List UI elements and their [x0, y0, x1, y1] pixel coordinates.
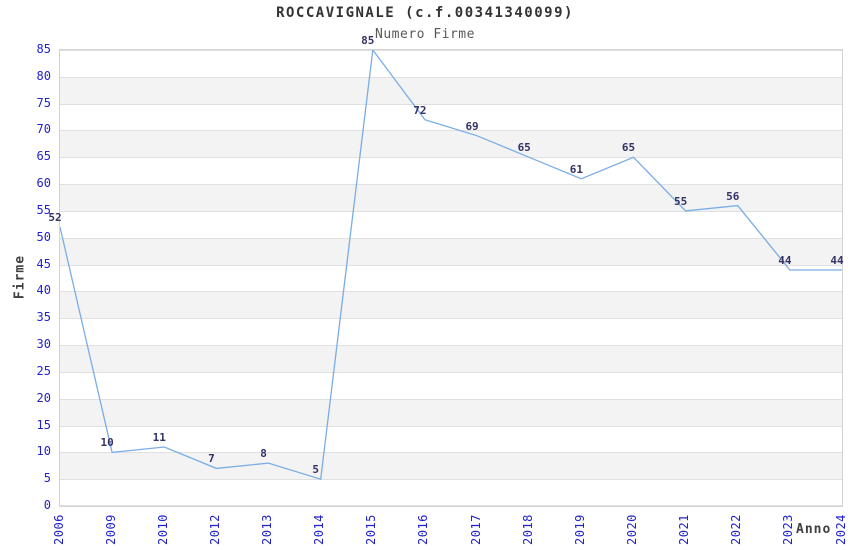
- shaded-band: [60, 452, 842, 480]
- shaded-band: [60, 345, 842, 372]
- y-tick-label: 5: [43, 471, 51, 486]
- x-tick-label: 2013: [260, 514, 275, 545]
- grid-line: [60, 291, 842, 292]
- y-tick-label: 55: [36, 202, 51, 217]
- x-tick-label: 2020: [624, 514, 639, 545]
- y-tick-label: 25: [36, 363, 51, 378]
- x-tick-label: 2017: [468, 514, 483, 545]
- y-tick-label: 35: [36, 310, 51, 325]
- data-point-label: 10: [100, 436, 114, 450]
- x-tick-label: 2006: [51, 514, 66, 545]
- y-tick-label: 15: [36, 417, 51, 432]
- data-line-svg: [60, 50, 842, 481]
- data-point-label: 72: [413, 103, 427, 117]
- data-point-label: 8: [260, 447, 267, 461]
- y-tick-label: 70: [36, 122, 51, 137]
- x-tick-label: 2023: [781, 514, 796, 545]
- grid-line: [60, 426, 842, 427]
- y-tick-label: 45: [36, 256, 51, 271]
- y-tick-label: 30: [36, 337, 51, 352]
- plot-area: [59, 49, 843, 507]
- x-tick-label: 2016: [416, 514, 431, 545]
- y-tick-label: 40: [36, 283, 51, 298]
- y-tick-label: 20: [36, 390, 51, 405]
- data-point-label: 65: [517, 141, 531, 155]
- data-point-label: 44: [830, 253, 844, 267]
- grid-line: [60, 104, 842, 105]
- grid-line: [60, 50, 842, 51]
- grid-line: [60, 184, 842, 185]
- data-point-label: 56: [726, 189, 740, 203]
- grid-line: [60, 505, 842, 506]
- shaded-band: [60, 398, 842, 426]
- grid-line: [60, 265, 842, 266]
- chart-title: ROCCAVIGNALE (c.f.00341340099): [276, 5, 574, 21]
- grid-line: [60, 479, 842, 480]
- y-tick-label: 80: [36, 68, 51, 83]
- grid-line: [60, 238, 842, 239]
- grid-line: [60, 77, 842, 78]
- grid-line: [60, 372, 842, 373]
- grid-line: [60, 345, 842, 346]
- y-tick-label: 60: [36, 176, 51, 191]
- x-tick-label: 2018: [520, 514, 535, 545]
- x-tick-label: 2009: [103, 514, 118, 545]
- data-point-label: 69: [465, 119, 479, 133]
- y-tick-label: 65: [36, 149, 51, 164]
- data-point-label: 65: [621, 141, 636, 155]
- y-tick-label: 10: [36, 444, 51, 459]
- shaded-band: [60, 237, 842, 265]
- y-tick-label: 0: [43, 498, 51, 512]
- grid-line: [60, 211, 842, 212]
- grid-line: [60, 452, 842, 453]
- shaded-band: [60, 184, 842, 211]
- shaded-band: [60, 130, 842, 158]
- shaded-band: [60, 291, 842, 319]
- data-point-label: 44: [778, 253, 792, 267]
- data-point-label: 61: [569, 162, 583, 176]
- x-tick-label: 2021: [677, 514, 692, 545]
- data-point-label: 55: [673, 194, 688, 208]
- data-point-label: 11: [152, 430, 166, 444]
- data-line: [60, 50, 842, 481]
- x-tick-label: 2019: [572, 514, 587, 545]
- x-axis-title: Anno: [796, 522, 832, 537]
- grid-line: [60, 399, 842, 400]
- x-tick-label: 2010: [155, 514, 170, 545]
- y-tick-label: 50: [36, 229, 51, 244]
- grid-line: [60, 318, 842, 319]
- x-tick-label: 2015: [364, 514, 379, 545]
- data-point-label: 85: [361, 34, 375, 47]
- x-tick-label: 2014: [312, 514, 327, 545]
- x-tick-label: 2024: [833, 514, 848, 545]
- y-tick-label: 75: [36, 95, 51, 110]
- shaded-band: [60, 76, 842, 104]
- chart-subtitle: Numero Firme: [375, 27, 475, 42]
- data-point-label: 52: [48, 211, 62, 225]
- data-point-label: 7: [208, 452, 215, 466]
- data-point-label: 5: [312, 463, 319, 477]
- x-tick-label: 2022: [729, 514, 744, 545]
- y-tick-label: 85: [36, 42, 51, 56]
- grid-line: [60, 157, 842, 158]
- grid-line: [60, 130, 842, 131]
- x-tick-label: 2012: [207, 514, 222, 545]
